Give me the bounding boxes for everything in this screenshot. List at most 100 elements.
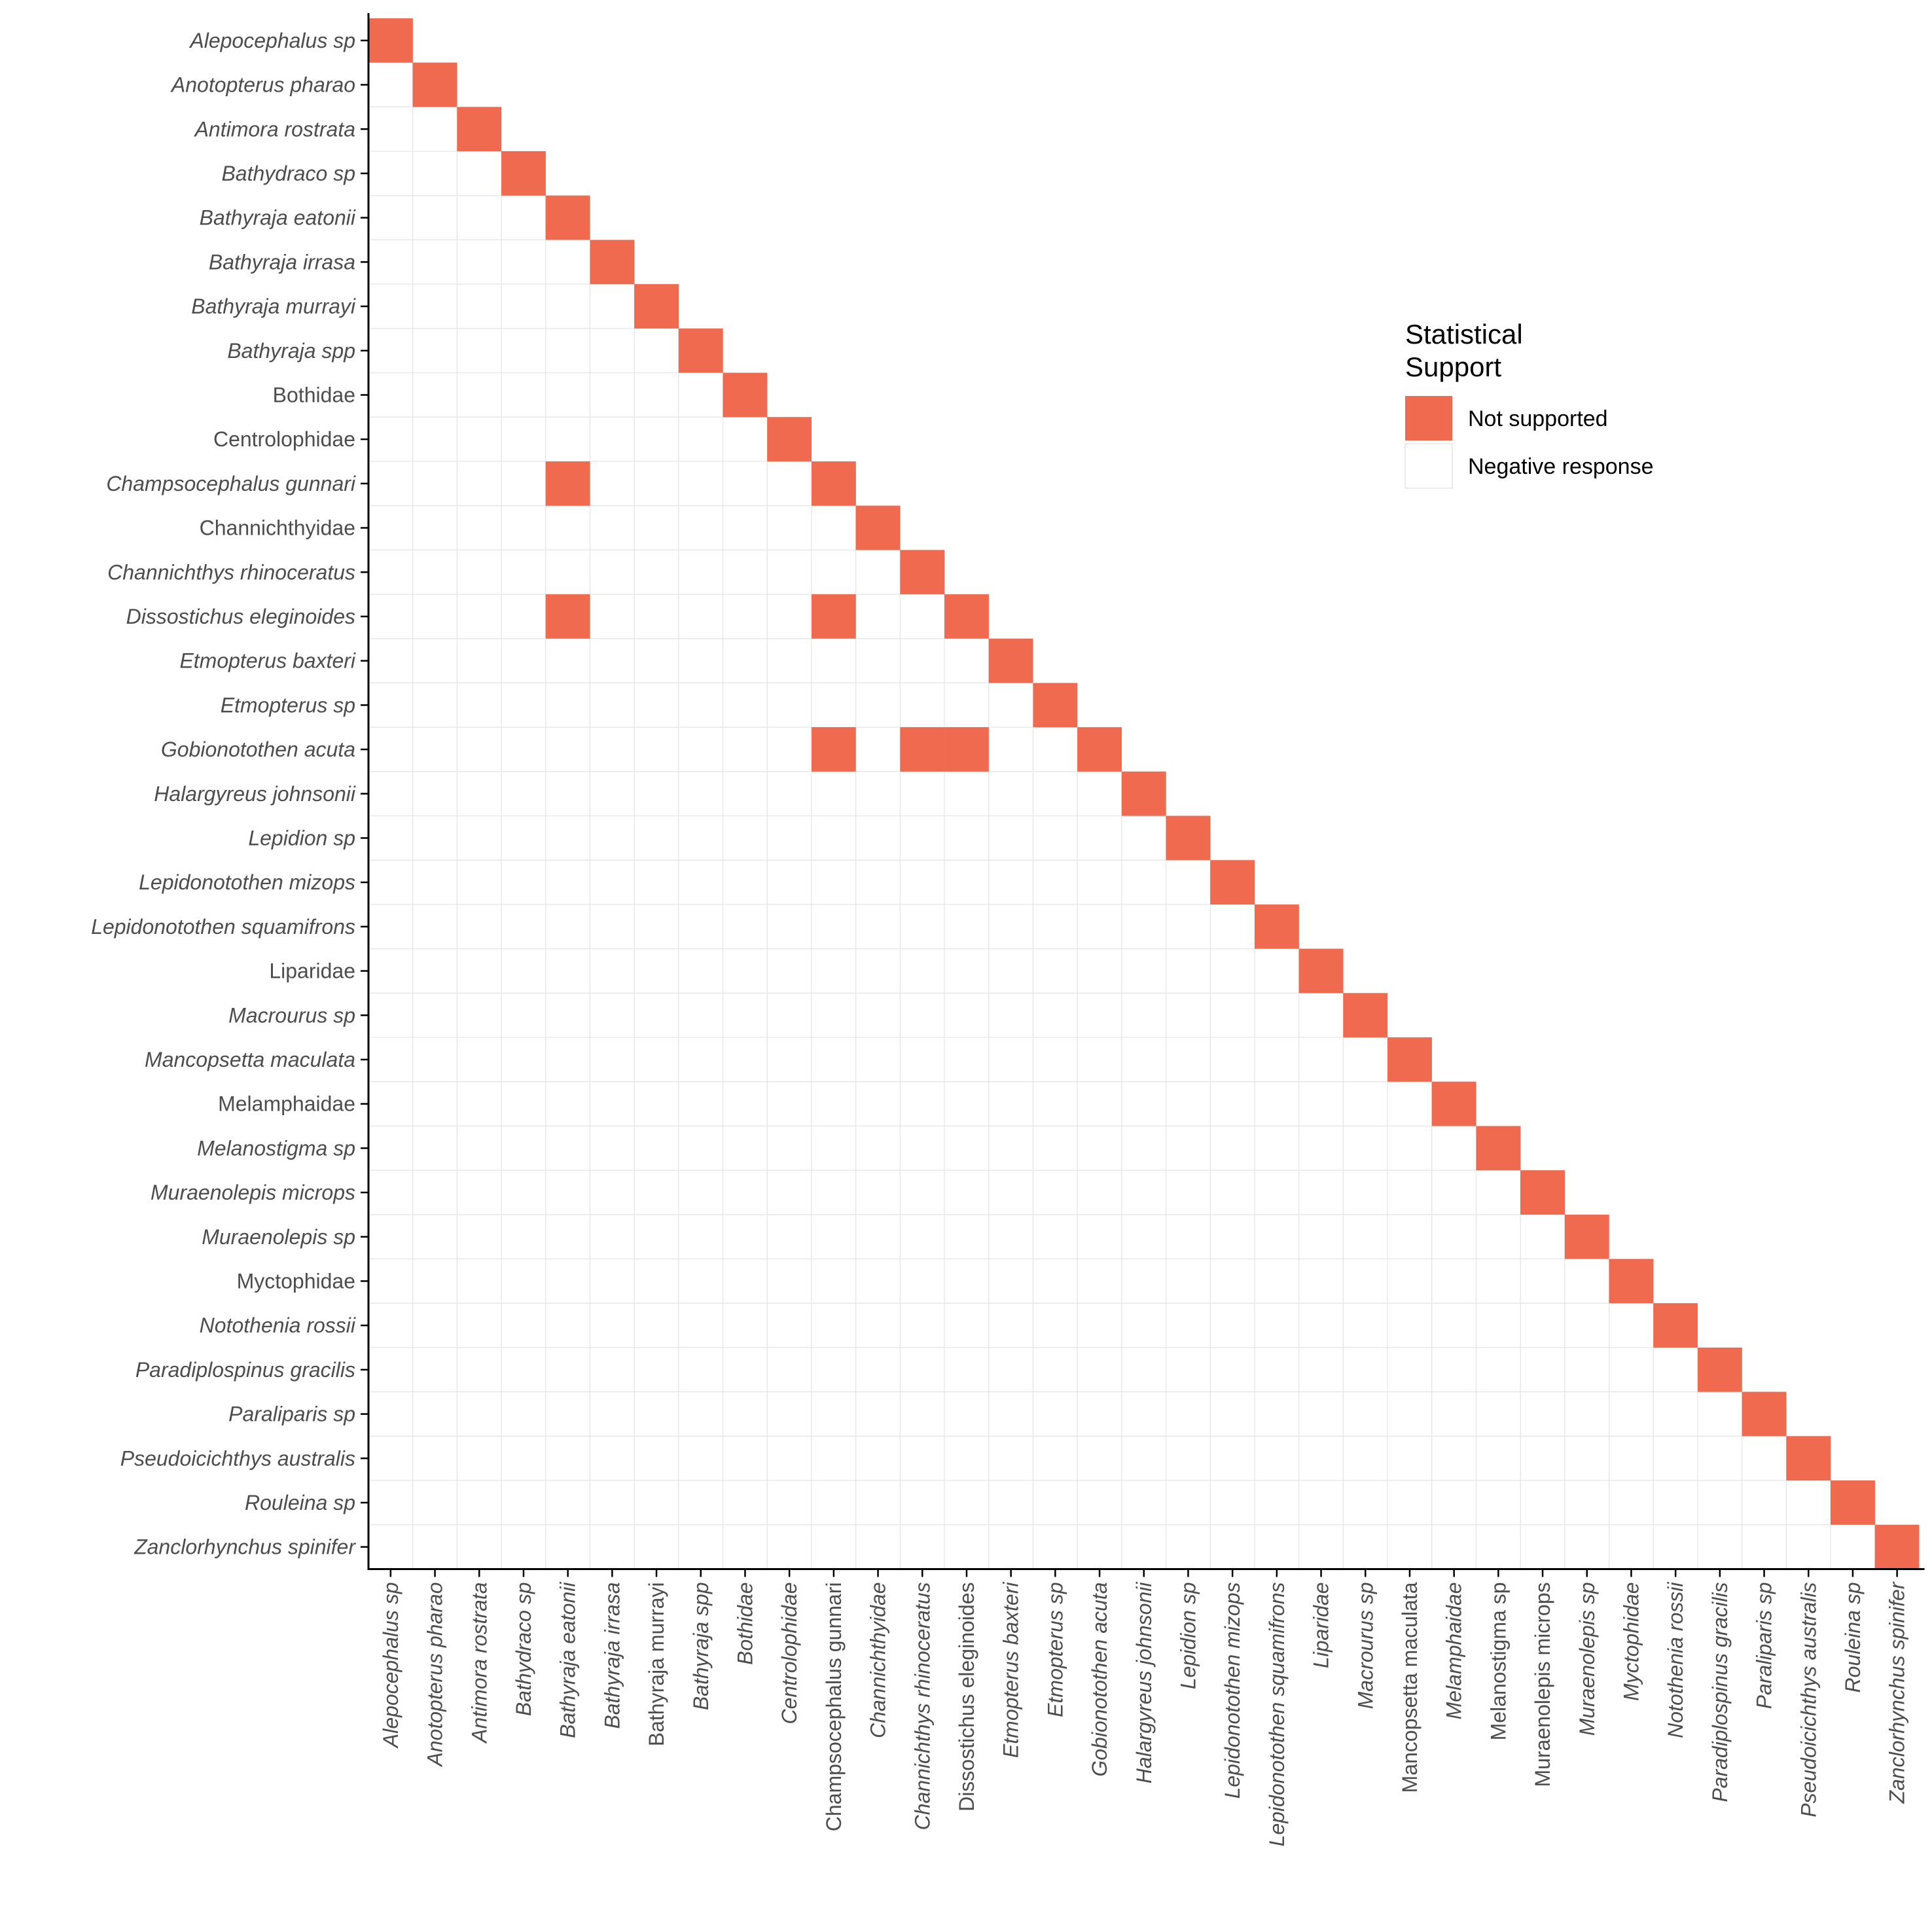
cell-myctophidae-x-champsocephalus-gunnari xyxy=(811,1258,857,1304)
y-axis-ticks: Alepocephalus sp Anotopterus pharao Antimo… xyxy=(91,29,368,1559)
cell-pseudoicichthys-australis-x-bathyraja-spp xyxy=(678,1435,724,1481)
cell-paradiplospinus-gracilis-x-anotopterus-pharao xyxy=(412,1347,458,1393)
cell-channichthys-rhinoceratus-x-bathyraja-eatonii xyxy=(545,549,591,595)
cell-halargyreus-johnsonii-x-channichthyidae xyxy=(855,771,901,817)
x-tick-label-bathyraja-irrasa: Bathyraja irrasa xyxy=(600,1583,624,1729)
cell-paradiplospinus-gracilis-x-etmopterus-sp xyxy=(1032,1347,1078,1393)
cell-mancopsetta-maculata-x-champsocephalus-gunnari xyxy=(811,1037,857,1082)
cell-lepidion-sp-x-bathyraja-spp xyxy=(678,815,724,861)
cell-paraliparis-sp-x-muraenolepis-microps xyxy=(1520,1391,1565,1437)
cell-dissostichus-eleginoides-x-alepocephalus-sp xyxy=(368,594,414,639)
cell-muraenolepis-sp-x-centrolophidae xyxy=(766,1214,812,1260)
cell-myctophidae-x-muraenolepis-microps xyxy=(1520,1258,1565,1304)
cell-paradiplospinus-gracilis-x-lepidonotothen-mizops xyxy=(1209,1347,1255,1393)
cell-notothenia-rossii-x-dissostichus-eleginoides xyxy=(944,1302,990,1348)
cell-not-supported-dissostichus-eleginoides-x-dissostichus-eleginoides xyxy=(944,594,989,639)
cell-not-supported-etmopterus-baxteri-x-etmopterus-baxteri xyxy=(988,638,1033,683)
cell-zanclorhynchus-spinifer-x-mancopsetta-maculata xyxy=(1387,1524,1433,1570)
cell-muraenolepis-microps-x-etmopterus-baxteri xyxy=(988,1170,1034,1215)
cell-muraenolepis-microps-x-anotopterus-pharao xyxy=(412,1170,458,1215)
cell-paraliparis-sp-x-melamphaidae xyxy=(1431,1391,1477,1437)
legend-title-line-1: Statistical xyxy=(1405,319,1523,349)
cell-bathyraja-eatonii-x-antimora-rostrata xyxy=(456,195,502,241)
cell-not-supported-muraenolepis-sp-x-muraenolepis-sp xyxy=(1564,1214,1609,1259)
cell-muraenolepis-sp-x-channichthys-rhinoceratus xyxy=(899,1214,945,1260)
cell-muraenolepis-sp-x-channichthyidae xyxy=(855,1214,901,1260)
cell-gobionotothen-acuta-x-alepocephalus-sp xyxy=(368,726,414,772)
cell-paraliparis-sp-x-paradiplospinus-gracilis xyxy=(1697,1391,1743,1437)
y-tick-label-gobionotothen-acuta: Gobionotothen acuta xyxy=(161,738,355,761)
cell-centrolophidae-x-antimora-rostrata xyxy=(456,416,502,462)
cell-halargyreus-johnsonii-x-bathyraja-eatonii xyxy=(545,771,591,817)
cell-gobionotothen-acuta-x-centrolophidae xyxy=(766,726,812,772)
cell-paradiplospinus-gracilis-x-channichthys-rhinoceratus xyxy=(899,1347,945,1393)
cell-mancopsetta-maculata-x-bathyraja-eatonii xyxy=(545,1037,591,1082)
cell-lepidonotothen-mizops-x-alepocephalus-sp xyxy=(368,859,414,905)
y-tick-label-paradiplospinus-gracilis: Paradiplospinus gracilis xyxy=(135,1358,355,1382)
cell-rouleina-sp-x-muraenolepis-sp xyxy=(1564,1480,1610,1526)
cell-liparidae-x-channichthys-rhinoceratus xyxy=(899,948,945,993)
cell-muraenolepis-microps-x-channichthyidae xyxy=(855,1170,901,1215)
cell-macrourus-sp-x-lepidion-sp xyxy=(1165,992,1211,1038)
cell-myctophidae-x-channichthyidae xyxy=(855,1258,901,1304)
cell-melamphaidae-x-bathyraja-spp xyxy=(678,1081,724,1127)
cell-lepidonotothen-squamifrons-x-channichthys-rhinoceratus xyxy=(899,904,945,950)
cell-zanclorhynchus-spinifer-x-rouleina-sp xyxy=(1830,1524,1876,1570)
cell-notothenia-rossii-x-gobionotothen-acuta xyxy=(1077,1302,1122,1348)
cell-paraliparis-sp-x-notothenia-rossii xyxy=(1653,1391,1698,1437)
cell-notothenia-rossii-x-etmopterus-sp xyxy=(1032,1302,1078,1348)
cell-lepidion-sp-x-bathydraco-sp xyxy=(501,815,546,861)
cell-rouleina-sp-x-bathyraja-irrasa xyxy=(589,1480,635,1526)
legend-key-not-supported xyxy=(1405,396,1452,440)
cell-melamphaidae-x-champsocephalus-gunnari xyxy=(811,1081,857,1127)
cell-rouleina-sp-x-mancopsetta-maculata xyxy=(1387,1480,1433,1526)
cell-halargyreus-johnsonii-x-centrolophidae xyxy=(766,771,812,817)
cell-halargyreus-johnsonii-x-etmopterus-baxteri xyxy=(988,771,1034,817)
cell-lepidonotothen-squamifrons-x-lepidonotothen-mizops xyxy=(1209,904,1255,950)
cell-etmopterus-baxteri-x-bathyraja-spp xyxy=(678,638,724,684)
cell-pseudoicichthys-australis-x-notothenia-rossii xyxy=(1653,1435,1698,1481)
cell-macrourus-sp-x-alepocephalus-sp xyxy=(368,992,414,1038)
cell-lepidion-sp-x-anotopterus-pharao xyxy=(412,815,458,861)
cell-paraliparis-sp-x-channichthys-rhinoceratus xyxy=(899,1391,945,1437)
y-tick-label-anotopterus-pharao: Anotopterus pharao xyxy=(170,73,355,97)
cell-etmopterus-sp-x-etmopterus-baxteri xyxy=(988,682,1034,728)
cell-mancopsetta-maculata-x-centrolophidae xyxy=(766,1037,812,1082)
cell-macrourus-sp-x-etmopterus-baxteri xyxy=(988,992,1034,1038)
x-tick-label-melamphaidae: Melamphaidae xyxy=(1442,1583,1466,1720)
cell-channichthyidae-x-champsocephalus-gunnari xyxy=(811,505,857,551)
cell-mancopsetta-maculata-x-dissostichus-eleginoides xyxy=(944,1037,990,1082)
cell-lepidonotothen-mizops-x-bathydraco-sp xyxy=(501,859,546,905)
cell-not-supported-macrourus-sp-x-macrourus-sp xyxy=(1343,993,1388,1038)
cell-myctophidae-x-macrourus-sp xyxy=(1342,1258,1388,1304)
cell-bathyraja-spp-x-bathyraja-eatonii xyxy=(545,328,591,374)
cell-lepidion-sp-x-channichthyidae xyxy=(855,815,901,861)
cell-melamphaidae-x-macrourus-sp xyxy=(1342,1081,1388,1127)
cell-myctophidae-x-lepidonotothen-mizops xyxy=(1209,1258,1255,1304)
cell-notothenia-rossii-x-alepocephalus-sp xyxy=(368,1302,414,1348)
cell-melanostigma-sp-x-alepocephalus-sp xyxy=(368,1125,414,1171)
cell-etmopterus-sp-x-channichthys-rhinoceratus xyxy=(899,682,945,728)
cell-etmopterus-baxteri-x-bathydraco-sp xyxy=(501,638,546,684)
cell-lepidion-sp-x-etmopterus-baxteri xyxy=(988,815,1034,861)
cell-pseudoicichthys-australis-x-champsocephalus-gunnari xyxy=(811,1435,857,1481)
cell-bathyraja-irrasa-x-alepocephalus-sp xyxy=(368,239,414,285)
y-tick-label-rouleina-sp: Rouleina sp xyxy=(245,1491,355,1514)
cell-not-supported-lepidonotothen-squamifrons-x-lepidonotothen-squamifrons xyxy=(1255,904,1299,949)
y-tick-label-muraenolepis-microps: Muraenolepis microps xyxy=(151,1181,355,1204)
cell-melanostigma-sp-x-bathyraja-murrayi xyxy=(634,1125,679,1171)
cell-bathyraja-murrayi-x-bathyraja-eatonii xyxy=(545,283,591,329)
cell-zanclorhynchus-spinifer-x-etmopterus-baxteri xyxy=(988,1524,1034,1570)
cell-halargyreus-johnsonii-x-anotopterus-pharao xyxy=(412,771,458,817)
cell-notothenia-rossii-x-antimora-rostrata xyxy=(456,1302,502,1348)
y-tick-label-channichthyidae: Channichthyidae xyxy=(200,516,355,540)
cell-antimora-rostrata-x-alepocephalus-sp xyxy=(368,106,414,152)
x-tick-label-etmopterus-baxteri: Etmopterus baxteri xyxy=(999,1582,1023,1758)
cell-muraenolepis-sp-x-anotopterus-pharao xyxy=(412,1214,458,1260)
cell-not-supported-centrolophidae-x-centrolophidae xyxy=(767,417,812,461)
cell-paradiplospinus-gracilis-x-melamphaidae xyxy=(1431,1347,1477,1393)
cell-myctophidae-x-melamphaidae xyxy=(1431,1258,1477,1304)
cell-bothidae-x-bathydraco-sp xyxy=(501,372,546,418)
cell-channichthyidae-x-bathyraja-murrayi xyxy=(634,505,679,551)
cell-lepidonotothen-squamifrons-x-bathyraja-spp xyxy=(678,904,724,950)
